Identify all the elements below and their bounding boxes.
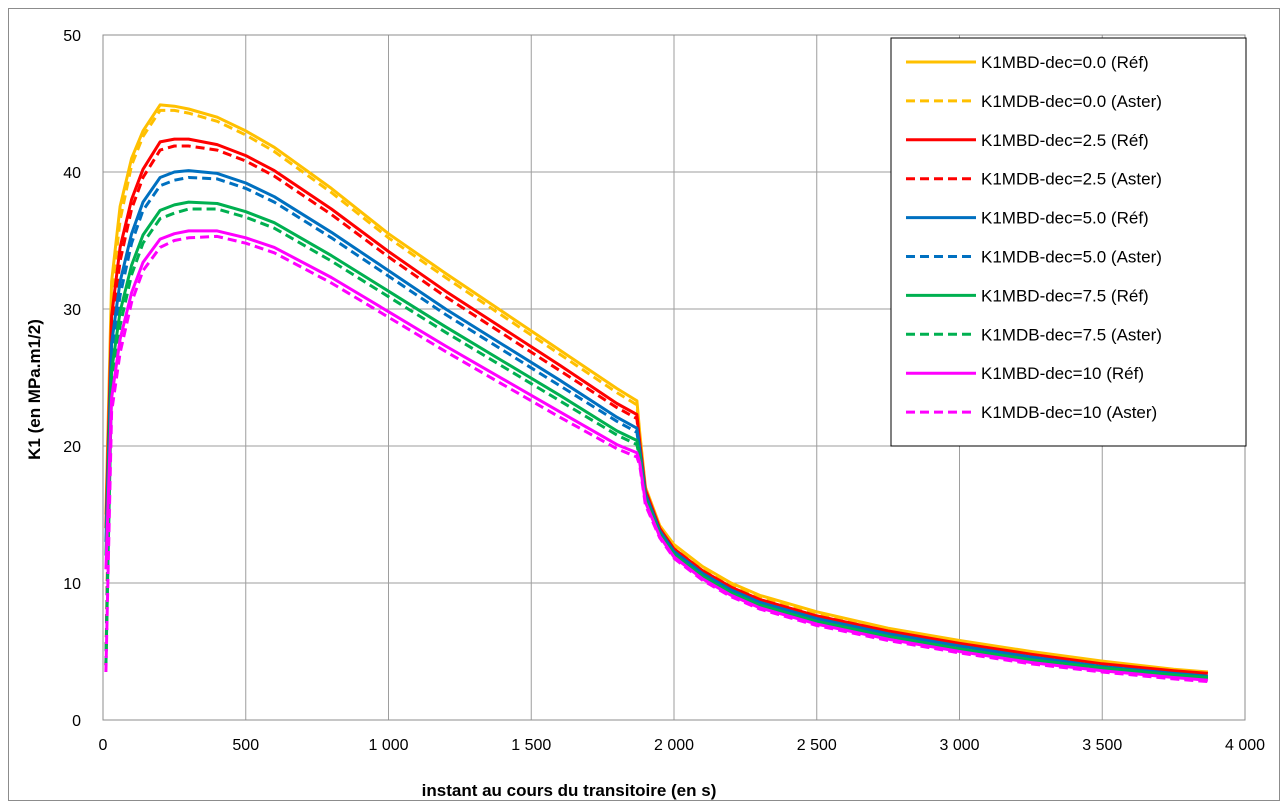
x-axis-title: instant au cours du transitoire (en s): [422, 781, 717, 800]
legend-label: K1MDB-dec=0.0 (Aster): [981, 92, 1162, 111]
y-tick-label: 30: [63, 302, 81, 319]
legend-label: K1MDB-dec=5.0 (Aster): [981, 248, 1162, 267]
y-axis-title: K1 (en MPa.m1/2): [25, 319, 44, 460]
legend-label: K1MBD-dec=7.5 (Réf): [981, 286, 1149, 305]
legend-label: K1MBD-dec=5.0 (Réf): [981, 209, 1149, 228]
legend-label: K1MBD-dec=10 (Réf): [981, 364, 1144, 383]
x-tick-label: 3 500: [1082, 737, 1122, 754]
x-axis-ticks: 0 500 1 000 1 500 2 000 2 500 3 000 3 500 4 000: [99, 737, 1266, 754]
series-line: [104, 229, 1209, 682]
series-line: [104, 137, 1209, 675]
legend-label: K1MBD-dec=0.0 (Réf): [981, 53, 1149, 72]
x-tick-label: 3 000: [939, 737, 979, 754]
legend: K1MBD-dec=0.0 (Réf) K1MDB-dec=0.0 (Aster)…: [890, 37, 1247, 447]
y-axis-ticks: 0 10 20 30 40 50: [63, 28, 81, 730]
x-tick-label: 1 500: [511, 737, 551, 754]
series-line: [104, 144, 1209, 677]
legend-label: K1MDB-dec=10 (Aster): [981, 403, 1157, 422]
series-line: [104, 234, 1209, 684]
y-tick-label: 10: [63, 576, 81, 593]
x-tick-label: 500: [232, 737, 259, 754]
legend-box: [890, 37, 1247, 447]
x-tick-label: 4 000: [1225, 737, 1265, 754]
x-tick-label: 2 500: [797, 737, 837, 754]
y-tick-label: 40: [63, 165, 81, 182]
series-lines: [104, 103, 1209, 684]
x-tick-label: 2 000: [654, 737, 694, 754]
y-tick-label: 0: [72, 713, 81, 730]
x-tick-label: 1 000: [368, 737, 408, 754]
legend-label: K1MDB-dec=2.5 (Aster): [981, 170, 1162, 189]
legend-label: K1MDB-dec=7.5 (Aster): [981, 325, 1162, 344]
legend-label: K1MBD-dec=2.5 (Réf): [981, 131, 1149, 150]
y-tick-label: 50: [63, 28, 81, 45]
x-tick-label: 0: [99, 737, 108, 754]
series-line: [104, 108, 1209, 675]
y-tick-label: 20: [63, 439, 81, 456]
